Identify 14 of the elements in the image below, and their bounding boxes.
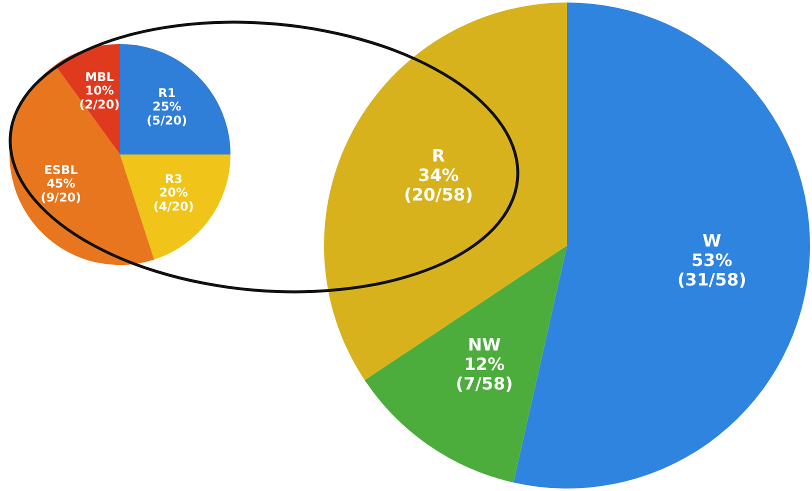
slice-label: R1: [158, 86, 176, 100]
slice-label: NW: [468, 335, 502, 356]
data-label: 20% (4/20): [153, 186, 194, 214]
data-label: 12% (7/58): [456, 355, 513, 395]
data-label: 53% (31/58): [677, 251, 746, 291]
data-label: 45% (9/20): [40, 176, 82, 205]
slice-label: R3: [164, 172, 182, 186]
slice-label: R: [432, 146, 446, 167]
slice-label: ESBL: [44, 162, 78, 177]
data-label: 10% (2/20): [79, 84, 120, 112]
slice-label: MBL: [85, 70, 114, 84]
slice-label: W: [702, 232, 722, 252]
data-label: 25% (5/20): [146, 100, 188, 128]
data-label: 34% (20/58): [404, 166, 474, 206]
